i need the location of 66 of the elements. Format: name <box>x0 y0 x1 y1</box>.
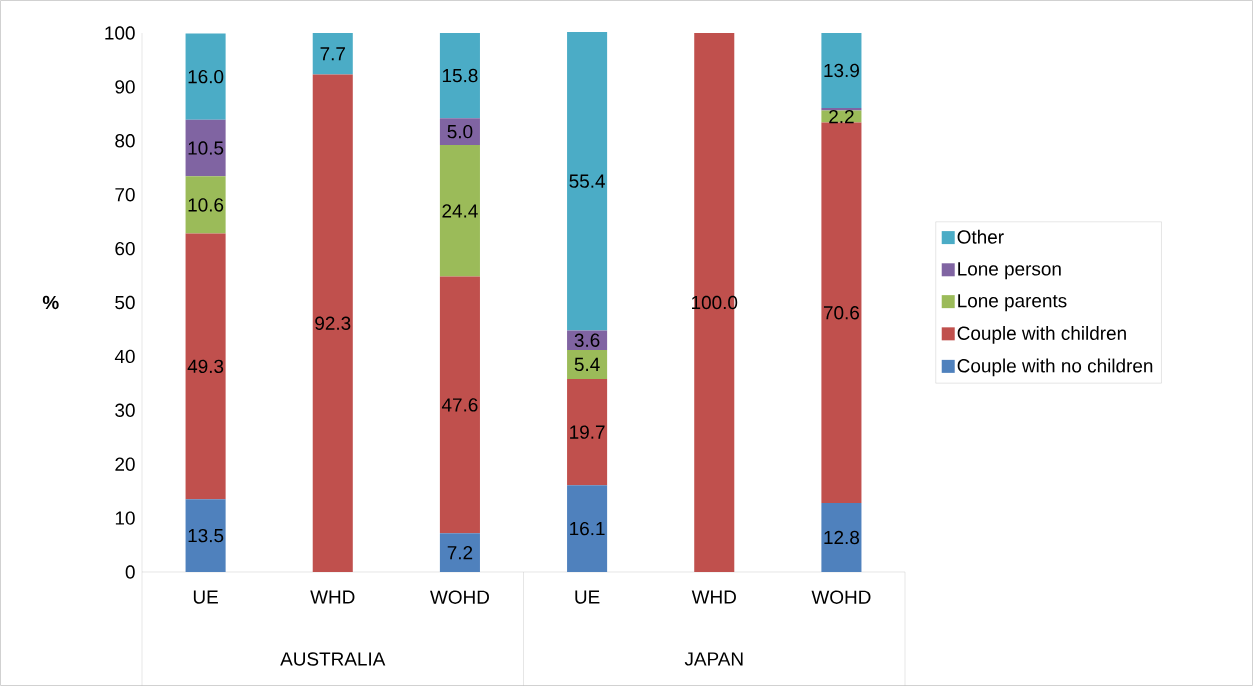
bar <box>185 33 226 120</box>
data-label: 5.0 <box>447 124 473 139</box>
data-label: 7.2 <box>447 545 473 560</box>
data-label: 16.0 <box>188 69 224 84</box>
y-tick-label: 30 <box>115 403 135 417</box>
data-label: 12.8 <box>824 530 860 545</box>
data-label: 70.6 <box>823 305 860 320</box>
y-tick-label: 40 <box>114 349 135 363</box>
x-tick-label: WOHD <box>430 590 489 604</box>
bar <box>185 119 226 177</box>
data-label: 7.7 <box>320 47 345 61</box>
x-tick-label: WHD <box>691 590 736 604</box>
text: JAPAN <box>684 652 743 666</box>
data-label: 92.3 <box>315 316 351 330</box>
y-tick-label: 0 <box>125 565 135 579</box>
data-label: 13.9 <box>824 63 859 78</box>
data-label: 3.6 <box>574 333 600 347</box>
bar <box>185 499 226 572</box>
data-label: 16.1 <box>570 521 605 536</box>
data-label: 15.8 <box>442 68 478 83</box>
bar <box>312 32 353 75</box>
x-tick-label: UE <box>575 590 600 604</box>
bar <box>567 378 608 486</box>
legend-label: Lone parents <box>958 294 1067 312</box>
data-label: 10.6 <box>188 198 224 212</box>
bar <box>439 118 480 145</box>
y-tick-label: 10 <box>115 511 135 525</box>
bar <box>312 74 353 572</box>
bar <box>567 485 608 572</box>
data-label: 19.7 <box>570 425 605 439</box>
y-tick-label: 20 <box>115 457 135 471</box>
data-label: 49.3 <box>187 359 224 373</box>
bar <box>821 32 862 108</box>
bar <box>821 122 862 503</box>
bar <box>439 32 480 119</box>
bar <box>439 276 480 534</box>
y-tick-label: 80 <box>115 133 135 148</box>
y-tick-label: 100 <box>105 26 135 40</box>
x-tick-label: WOHD <box>811 590 871 604</box>
x-tick-label: UE <box>193 590 218 604</box>
data-label: 13.5 <box>188 528 224 543</box>
legend-label: Couple with no children <box>957 358 1153 377</box>
data-label: 55.4 <box>569 174 605 188</box>
data-label: 5.4 <box>574 357 600 371</box>
data-label: 10.5 <box>188 141 224 155</box>
y-axis-title: % <box>42 295 59 310</box>
bar <box>439 145 480 277</box>
y-tick-label: 60 <box>115 241 135 256</box>
bar <box>567 31 608 331</box>
y-tick-label: 90 <box>115 80 135 94</box>
bar <box>185 176 226 234</box>
y-tick-label: 50 <box>115 295 135 310</box>
legend-label: Couple with children <box>957 325 1126 344</box>
data-label: 24.4 <box>442 204 478 218</box>
bar <box>185 233 226 500</box>
bar <box>567 349 608 379</box>
bar <box>439 533 480 572</box>
legend-label: Lone person <box>958 262 1061 280</box>
x-tick-label: WHD <box>310 590 355 604</box>
data-label: 2.2 <box>829 109 854 124</box>
data-label: 47.6 <box>441 398 478 412</box>
y-tick-label: 70 <box>115 187 135 202</box>
legend-label: Other <box>957 229 1004 244</box>
text: AUSTRALIA <box>280 652 386 666</box>
bar <box>821 502 862 572</box>
bar <box>821 107 862 111</box>
